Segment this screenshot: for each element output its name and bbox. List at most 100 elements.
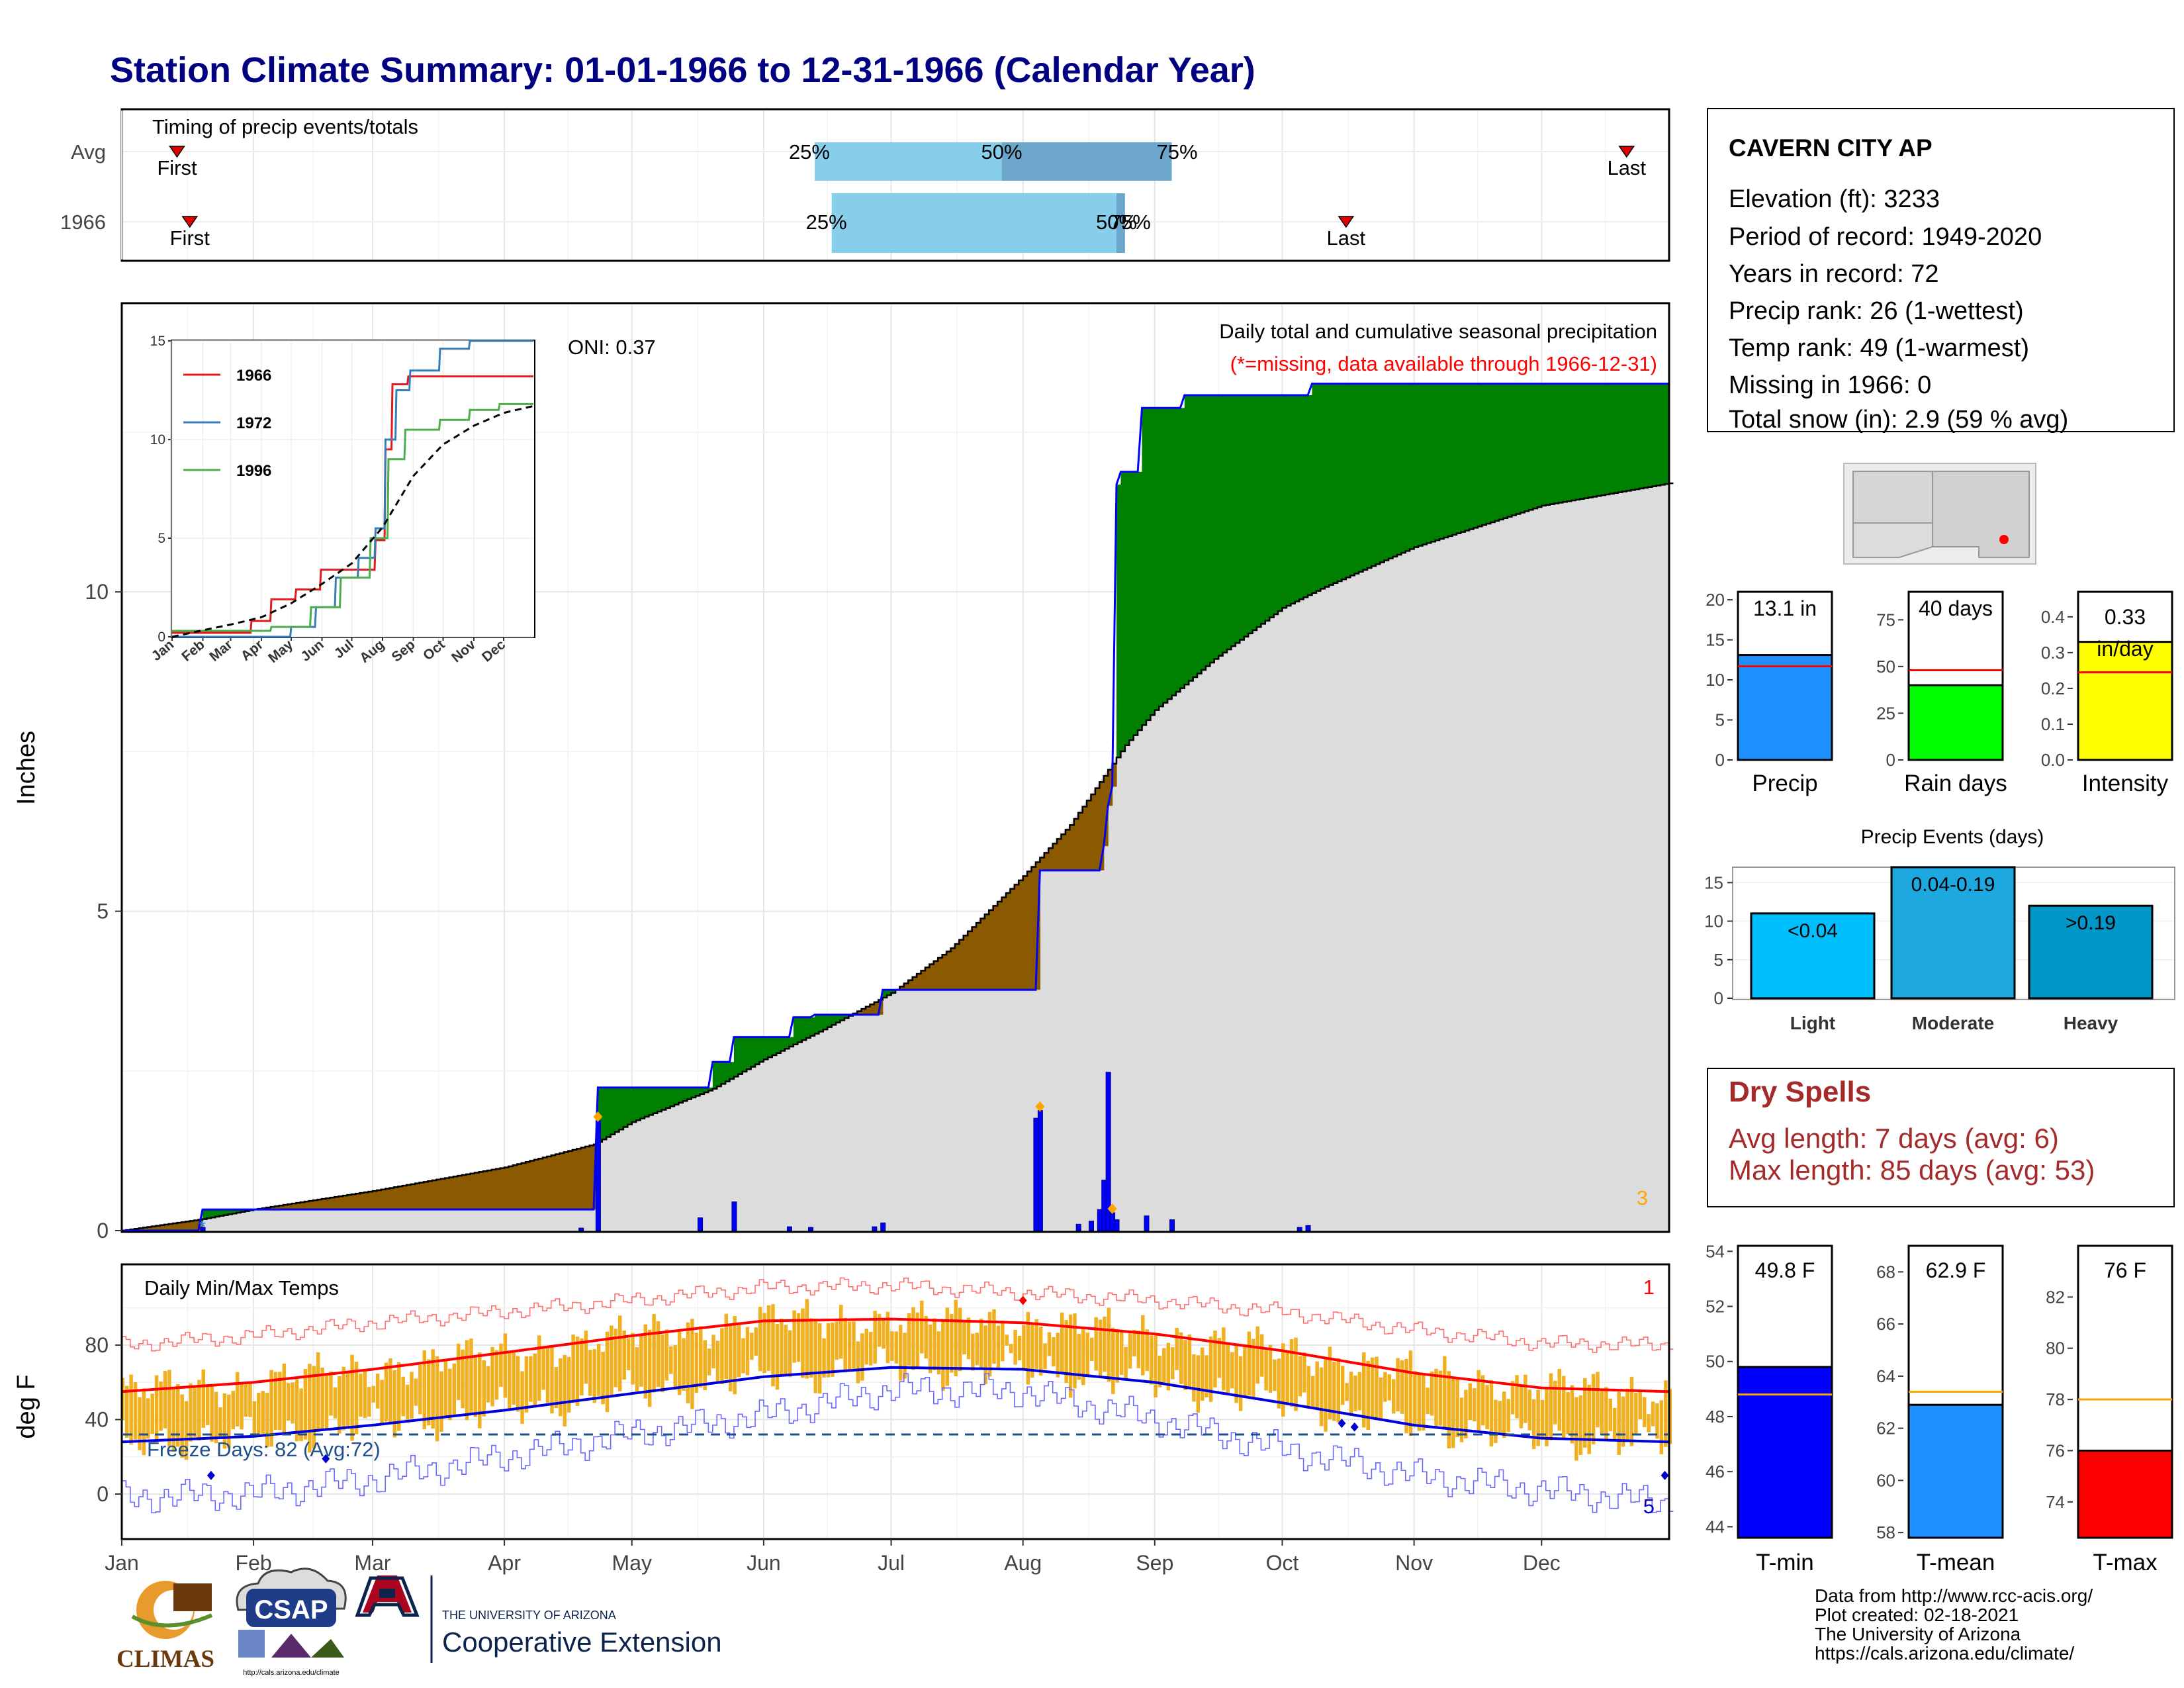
month-label: Jun [747,1551,781,1575]
summary-temp-y-tick-label: 66 [1876,1314,1895,1334]
precip-ylabel: Inches [13,731,40,805]
daily-temp-bar [1447,1371,1451,1449]
daily-temp-bar [1549,1373,1553,1440]
surplus-band [1422,383,1428,545]
daily-temp-bar [201,1369,206,1429]
daily-temp-bar [907,1313,911,1366]
surplus-band [210,1209,216,1218]
surplus-band [827,1014,833,1027]
events-y-tick-label: 15 [1704,872,1723,892]
surplus-band [1635,383,1640,490]
daily-temp-bar [1281,1343,1285,1417]
surplus-band [661,1087,666,1110]
deficit-band [1031,867,1036,990]
precip-events-chart: Precip Events (days) 0 5 10 15 <0.04 Light 0.0… [1704,826,2175,1033]
precip-corner-count: 3 [1637,1186,1648,1209]
deficit-band [1078,812,1083,870]
deficit-band [946,951,952,990]
daily-temp-bar [1060,1312,1064,1374]
daily-temp-bar [559,1358,563,1417]
deficit-band [461,1174,467,1210]
surplus-band [1439,383,1445,539]
surplus-band [708,1087,713,1091]
summary-precip-bars: 0 5 10 15 20 13.1 in Precip 0 25 50 75 40 days Rain … [1706,590,2173,796]
daily-temp-bar [414,1378,418,1406]
deficit-band [406,1184,412,1210]
temp-corner-bottom: 5 [1643,1495,1655,1518]
daily-temp-bar [962,1323,966,1354]
surplus-band [640,1087,645,1119]
daily-temp-bar [1179,1332,1183,1384]
surplus-band [776,1037,782,1053]
summary-temp-y-tick-label: 68 [1876,1262,1895,1282]
deficit-band [347,1195,352,1210]
surplus-band [615,1087,620,1132]
daily-temp-bar [138,1397,142,1450]
daily-temp-bar [1268,1344,1273,1393]
surplus-band [1520,383,1525,513]
daily-temp-bar [588,1350,592,1396]
events-y-tick-label: 10 [1704,912,1723,931]
daily-temp-bar [575,1336,580,1407]
deficit-band [436,1179,441,1210]
daily-temp-bar [231,1391,235,1430]
deficit-band [580,1147,586,1210]
summary-temp-axis-label: T-min [1756,1550,1814,1575]
surplus-band [1120,471,1126,752]
surplus-band [789,1037,794,1047]
daily-temp-bar [1056,1333,1060,1378]
surplus-band [717,1062,722,1087]
deficit-band [351,1194,356,1210]
daily-temp-bar [1455,1378,1459,1438]
timing-pct25-avg: 25% [789,140,830,164]
deficit-band [1014,884,1019,990]
deficit-band [984,914,989,990]
daily-temp-bar [303,1368,308,1440]
daily-temp-bar [567,1356,571,1413]
surplus-band [755,1037,760,1064]
daily-temp-bar [1604,1387,1608,1439]
daily-precip-bar [1105,1072,1111,1231]
deficit-band [1087,800,1092,870]
daily-temp-bar [1477,1370,1480,1432]
deficit-band [959,939,964,990]
daily-temp-bar [610,1325,614,1397]
surplus-band [606,1087,612,1137]
daily-temp-bar [1324,1358,1328,1432]
daily-temp-bar [248,1381,252,1417]
daily-temp-bar [1468,1383,1473,1421]
daily-precip-bar [1114,1219,1120,1231]
deficit-band [899,986,905,990]
surplus-band [1235,395,1240,643]
events-y-tick-label: 0 [1714,988,1723,1008]
daily-temp-bar [282,1364,287,1433]
summary-temp-y-tick-label: 48 [1706,1407,1725,1427]
deficit-band [534,1159,539,1210]
daily-temp-bar [1480,1375,1485,1426]
surplus-band [1265,395,1270,621]
deficit-band [1065,829,1070,870]
surplus-band [1550,383,1555,504]
deficit-band [933,961,938,990]
daily-temp-bar [452,1363,456,1415]
daily-precip-bar [731,1201,737,1231]
daily-temp-bar [971,1333,975,1371]
summary-temp-y-tick-label: 64 [1876,1366,1895,1386]
daily-temp-bar [1413,1371,1417,1426]
temp-corner-top: 1 [1643,1276,1655,1299]
daily-temp-bar [784,1325,788,1375]
surplus-band [882,990,887,998]
station-line-period: Period of record: 1949-2020 [1729,223,2042,251]
daily-temp-bar [1527,1389,1532,1430]
daily-temp-bar [1089,1337,1094,1361]
deficit-band [1010,888,1015,990]
daily-temp-bar [614,1329,618,1387]
daily-temp-bar [359,1374,363,1417]
surplus-band [1647,383,1653,487]
daily-temp-bar [333,1387,338,1419]
deficit-band [861,1009,866,1015]
daily-temp-bar [580,1338,584,1396]
daily-temp-bar [1489,1380,1494,1447]
